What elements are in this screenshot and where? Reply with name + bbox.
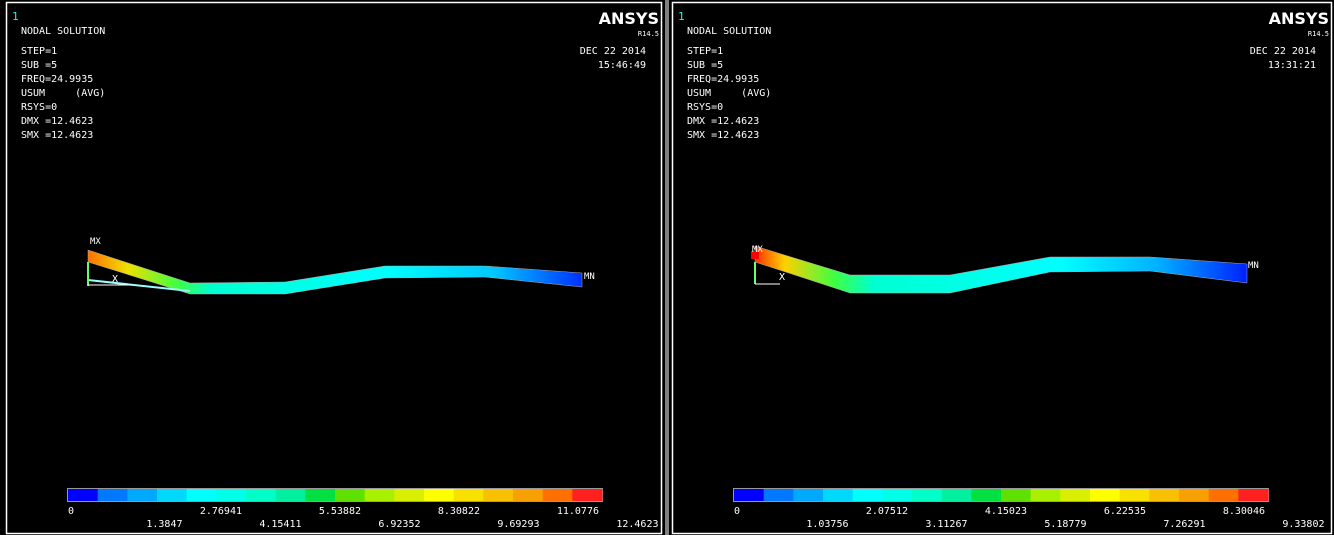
info-line: RSYS=0: [21, 102, 57, 113]
info-line: FREQ=24.9935: [687, 74, 759, 85]
min-label: MN: [584, 272, 595, 282]
legend-swatch: [572, 489, 602, 501]
legend-swatch: [454, 489, 484, 501]
info-line: DMX =12.4623: [21, 116, 93, 127]
info-line: RSYS=0: [687, 102, 723, 113]
axis-label: X: [112, 274, 118, 285]
info-line: SUB =5: [21, 60, 57, 71]
max-label: MX: [752, 245, 763, 255]
legend-label: 4.15411: [259, 519, 301, 530]
panel: 1 ANSYS R14.5 NODAL SOLUTION STEP=1 SUB =5 FRE…: [7, 3, 662, 534]
legend-label: 12.4623: [616, 519, 658, 530]
legend-label: 9.69293: [497, 519, 539, 530]
time: 15:46:49: [598, 60, 646, 71]
legend-label: 8.30046: [1223, 506, 1265, 517]
legend-label: 1.3847: [146, 519, 182, 530]
legend-swatch: [882, 489, 912, 501]
panel-border: [7, 3, 662, 534]
legend-label: 8.30822: [438, 506, 480, 517]
info-line: SUB =5: [687, 60, 723, 71]
legend-label: 11.0776: [557, 506, 599, 517]
screen: 1 ANSYS R14.5 NODAL SOLUTION STEP=1 SUB =5 FRE…: [0, 0, 1334, 535]
date: DEC 22 2014: [580, 46, 646, 57]
time: 13:31:21: [1268, 60, 1316, 71]
legend-label: 2.07512: [866, 506, 908, 517]
legend-swatch: [942, 489, 972, 501]
legend-swatch: [483, 489, 513, 501]
info-line: SMX =12.4623: [687, 130, 759, 141]
info-line: USUM (AVG): [21, 88, 105, 99]
legend-swatch: [543, 489, 573, 501]
legend-label: 0: [68, 506, 74, 517]
title: NODAL SOLUTION: [687, 26, 771, 37]
legend-swatch: [513, 489, 543, 501]
legend-swatch: [764, 489, 794, 501]
legend-swatch: [276, 489, 306, 501]
legend-swatch: [187, 489, 217, 501]
legend-label: 7.26291: [1163, 519, 1205, 530]
version: R14.5: [638, 30, 659, 38]
title: NODAL SOLUTION: [21, 26, 105, 37]
window-number: 1: [678, 10, 685, 23]
legend-label: 5.18779: [1044, 519, 1086, 530]
legend-label: 6.92352: [378, 519, 420, 530]
legend-label: 5.53882: [319, 506, 361, 517]
logo: ANSYS: [1269, 9, 1329, 28]
legend-swatch: [246, 489, 276, 501]
legend-swatch: [971, 489, 1001, 501]
legend-swatch: [1209, 489, 1239, 501]
legend-swatch: [853, 489, 883, 501]
legend-swatch: [1060, 489, 1090, 501]
legend-swatch: [157, 489, 187, 501]
legend-label: 1.03756: [806, 519, 848, 530]
legend-label: 0: [734, 506, 740, 517]
version: R14.5: [1308, 30, 1329, 38]
legend-swatch: [1149, 489, 1179, 501]
legend-label: 4.15023: [985, 506, 1027, 517]
logo: ANSYS: [599, 9, 659, 28]
axis-label: X: [779, 272, 785, 283]
legend-swatch: [394, 489, 424, 501]
legend-swatch: [305, 489, 335, 501]
info-line: USUM (AVG): [687, 88, 771, 99]
legend-swatch: [912, 489, 942, 501]
date: DEC 22 2014: [1250, 46, 1316, 57]
legend-swatch: [216, 489, 246, 501]
legend-swatch: [1090, 489, 1120, 501]
legend-swatch: [1120, 489, 1150, 501]
legend-swatch: [1001, 489, 1031, 501]
legend-label: 2.76941: [200, 506, 242, 517]
info-line: FREQ=24.9935: [21, 74, 93, 85]
legend-swatch: [127, 489, 157, 501]
info-line: DMX =12.4623: [687, 116, 759, 127]
panel: 1 ANSYS R14.5 NODAL SOLUTION STEP=1 SUB =5 FRE…: [673, 3, 1332, 534]
legend-swatch: [1238, 489, 1268, 501]
legend-swatch: [98, 489, 128, 501]
info-line: SMX =12.4623: [21, 130, 93, 141]
window-number: 1: [12, 10, 19, 23]
legend-swatch: [1179, 489, 1209, 501]
legend-label: 3.11267: [925, 519, 967, 530]
legend-swatch: [823, 489, 853, 501]
legend-swatch: [424, 489, 454, 501]
max-label: MX: [90, 237, 101, 247]
legend-label: 6.22535: [1104, 506, 1146, 517]
legend-swatch: [68, 489, 98, 501]
legend-swatch: [365, 489, 395, 501]
legend-swatch: [734, 489, 764, 501]
min-label: MN: [1248, 261, 1259, 271]
legend-swatch: [335, 489, 365, 501]
legend-swatch: [1031, 489, 1061, 501]
info-line: STEP=1: [21, 46, 57, 57]
legend-swatch: [793, 489, 823, 501]
legend-label: 9.33802: [1282, 519, 1324, 530]
info-line: STEP=1: [687, 46, 723, 57]
